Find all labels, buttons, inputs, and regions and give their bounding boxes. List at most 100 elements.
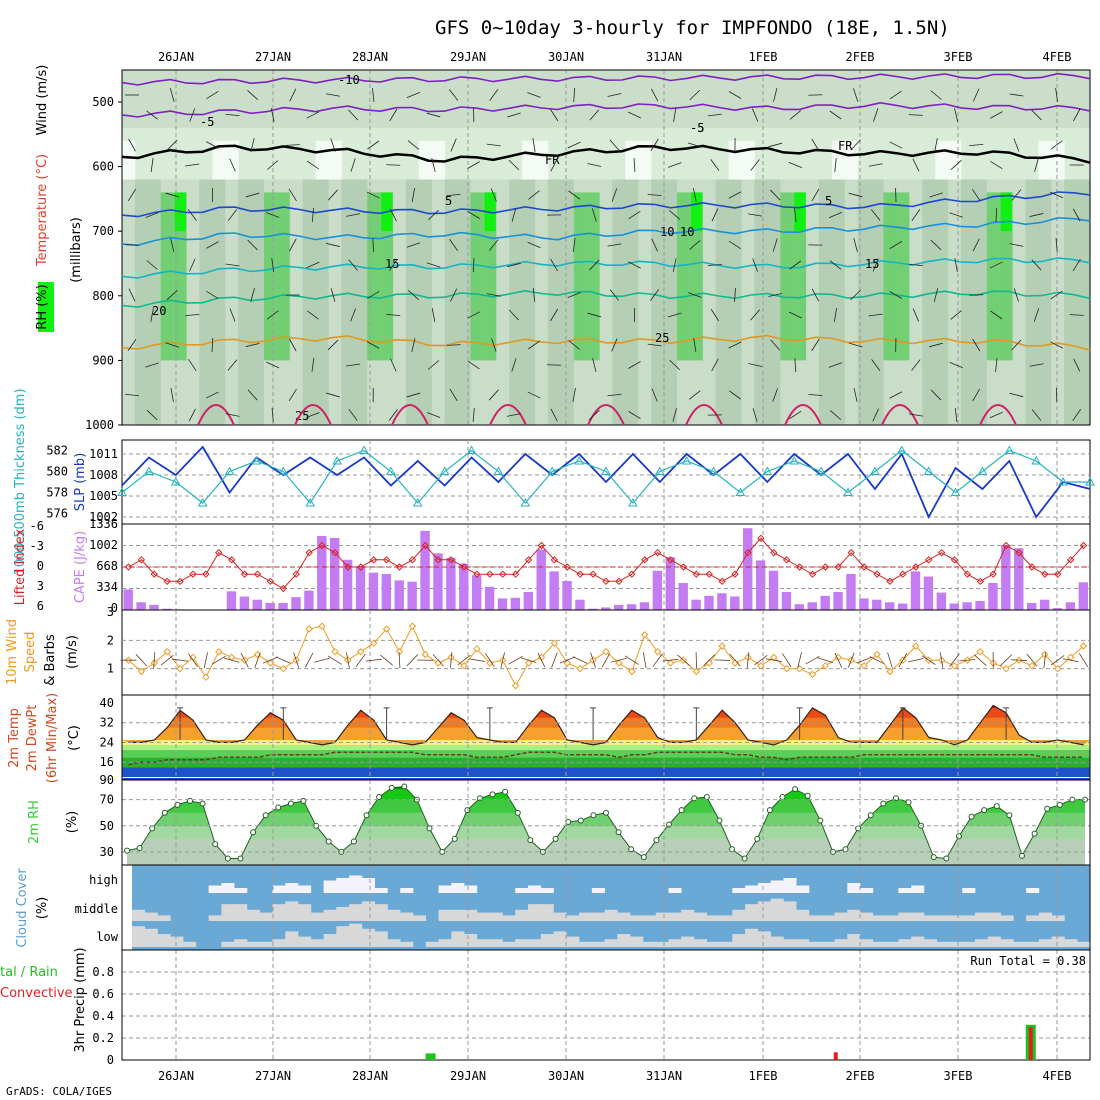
wind-barb — [366, 191, 380, 199]
rh-marker — [1056, 801, 1063, 808]
wind-barb — [406, 392, 421, 398]
rh-shade-dry — [328, 140, 342, 180]
rh-marker — [981, 807, 988, 814]
rh-marker — [275, 804, 282, 811]
cloud-cell-low — [1013, 941, 1027, 947]
thickness-marker — [654, 466, 665, 475]
wind-label-3: & Barbs — [43, 634, 58, 686]
rh-marker — [754, 835, 761, 842]
wind-barb — [507, 112, 521, 118]
temp-band-hot — [122, 705, 1090, 708]
wind-barb — [528, 190, 540, 200]
wind-barb — [293, 652, 300, 668]
wind-barb — [1029, 213, 1044, 217]
wind-barb — [990, 310, 1003, 320]
wind-barb — [1013, 288, 1019, 302]
cape-label: CAPE (J/kg) — [73, 531, 88, 603]
wind-barb — [1033, 308, 1040, 322]
wind-barb — [772, 238, 778, 252]
cloud-cell-low — [847, 934, 861, 947]
wind-barb — [229, 308, 236, 322]
li-marker — [912, 563, 920, 571]
cloud-cell-low — [183, 941, 197, 947]
wind-barb — [431, 158, 436, 172]
cloud-cell-middle — [949, 915, 963, 921]
cape-bar — [781, 591, 792, 610]
wind-barb — [811, 338, 820, 352]
wind-barb — [326, 243, 340, 247]
temp-panel: 40 32 24 16 90 2m Temp 2m DewPt (6hr Min/Max) (°… — [7, 693, 1091, 787]
temp-band-hot — [122, 705, 1090, 718]
li-marker — [550, 556, 559, 564]
wind-barb — [588, 409, 600, 421]
cape-bar — [226, 591, 237, 610]
cloud-cell-middle — [987, 912, 1001, 921]
wind-barb — [185, 313, 200, 317]
precip-tick: 0.6 — [92, 987, 114, 1001]
temp-tick: 32 — [100, 716, 114, 730]
cloud-cell-low — [566, 936, 580, 947]
wind-marker — [266, 659, 275, 667]
wind-barb — [898, 653, 908, 668]
precip-tick: 0.4 — [92, 1009, 114, 1023]
cape-bar — [562, 581, 572, 610]
wind-barb — [250, 138, 255, 152]
rh-shade — [664, 179, 678, 425]
wind-barb — [366, 341, 380, 349]
thickness-marker — [547, 466, 558, 475]
cape-bar — [368, 572, 379, 610]
cloud-cell-low — [821, 941, 835, 947]
thickness-marker — [735, 487, 746, 496]
cape-bar — [446, 557, 456, 610]
cloud-cell-low — [259, 941, 273, 947]
wind-barb — [853, 88, 859, 102]
date-label-top: 2FEB — [846, 50, 875, 64]
wind-barb — [432, 653, 444, 667]
rh-marker — [262, 812, 269, 819]
date-label-top: 28JAN — [352, 50, 388, 64]
wind-barb — [128, 288, 136, 302]
date-label-bottom: 27JAN — [255, 1069, 291, 1083]
wind-barb — [711, 358, 719, 372]
temp-tick: 16 — [100, 755, 114, 769]
li-marker — [989, 570, 997, 578]
wind-barb — [350, 308, 356, 322]
wind-barb — [768, 293, 783, 297]
cloud-cell-middle — [540, 904, 554, 921]
temp-tick: 24 — [100, 735, 114, 749]
rh-marker — [640, 854, 647, 861]
wind-barb — [624, 655, 639, 665]
wind-barb — [485, 653, 495, 668]
wind-panel: 3 2 1 10m Wind Speed & Barbs (m/s) — [5, 605, 1091, 696]
wind-barb — [729, 390, 741, 400]
wind-barb — [789, 110, 801, 120]
rh-shade — [354, 179, 368, 425]
wind-barb — [266, 310, 279, 320]
wind-barb — [406, 654, 419, 667]
cloud-cell-low — [374, 931, 388, 947]
wind-barb — [1009, 93, 1024, 97]
thickness-marker — [466, 445, 477, 454]
thickness-marker — [412, 497, 423, 507]
cloud-cell-high — [757, 883, 771, 893]
cloud-cell-low — [553, 931, 567, 947]
wind-barb — [1055, 88, 1058, 102]
pressure-tick: 800 — [92, 289, 114, 303]
contour-label: -5 — [690, 121, 704, 135]
wind-barb — [667, 312, 682, 318]
wind-barb — [327, 339, 339, 351]
wind-barb — [271, 258, 275, 272]
cloud-cell-low — [527, 939, 542, 947]
wind-barb — [1051, 655, 1065, 666]
wind-marker — [641, 630, 649, 639]
wind-marker — [873, 650, 881, 659]
wind-barb — [589, 109, 600, 121]
rh-shade-green — [986, 192, 1001, 361]
rh-marker — [779, 794, 786, 800]
date-label-bottom: 3FEB — [944, 1069, 973, 1083]
cape-bar — [601, 607, 611, 610]
cloud-cell-middle — [630, 915, 644, 921]
thickness-marker — [977, 466, 988, 475]
wind-barb — [346, 213, 361, 217]
wind-barb — [426, 112, 441, 118]
